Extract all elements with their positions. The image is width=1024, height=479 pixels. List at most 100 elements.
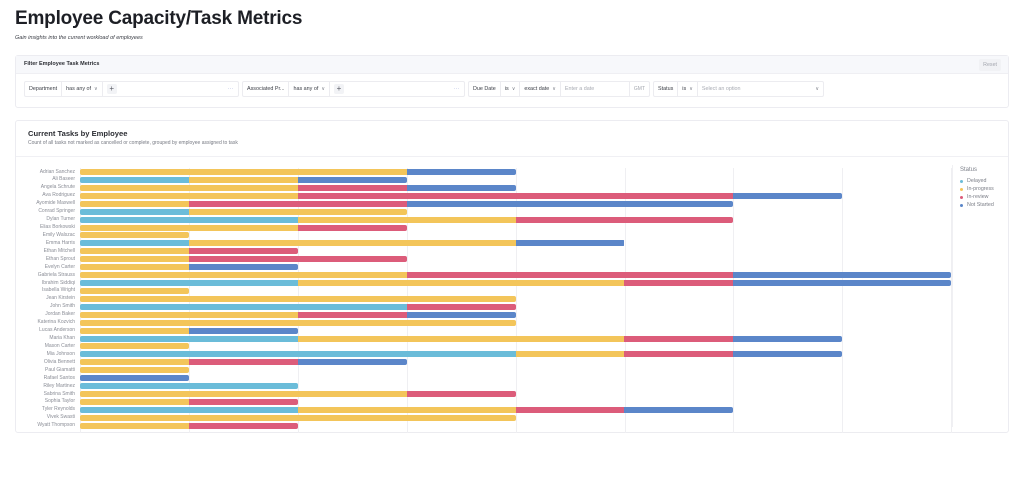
- bar-segment-in-review[interactable]: [188, 200, 407, 207]
- bar-segment-not-started[interactable]: [515, 240, 625, 247]
- bar-segment-in-progress[interactable]: [80, 414, 516, 421]
- bar-segment-in-progress[interactable]: [80, 319, 516, 326]
- associated-project-operator-select[interactable]: has any of ∨: [289, 82, 330, 96]
- bar-segment-in-review[interactable]: [624, 280, 734, 287]
- bar-segment-delayed[interactable]: [80, 280, 298, 287]
- employee-task-bar[interactable]: [80, 359, 407, 366]
- bar-segment-in-progress[interactable]: [80, 200, 189, 207]
- add-value-plus-icon[interactable]: +: [106, 84, 117, 94]
- add-value-plus-icon[interactable]: +: [334, 84, 344, 94]
- due-date-operator-select[interactable]: is ∨: [501, 82, 521, 96]
- employee-task-bar[interactable]: [80, 272, 952, 279]
- bar-segment-in-progress[interactable]: [80, 184, 298, 191]
- employee-task-bar[interactable]: [80, 335, 843, 342]
- employee-task-bar[interactable]: [80, 224, 407, 231]
- employee-task-bar[interactable]: [80, 216, 734, 223]
- employee-task-bar[interactable]: [80, 327, 298, 334]
- bar-segment-in-progress[interactable]: [80, 272, 407, 279]
- bar-segment-in-progress[interactable]: [80, 287, 189, 294]
- bar-segment-delayed[interactable]: [80, 406, 298, 413]
- employee-task-bar[interactable]: [80, 383, 298, 390]
- bar-segment-in-progress[interactable]: [297, 406, 516, 413]
- bar-segment-in-progress[interactable]: [80, 398, 189, 405]
- bar-segment-in-progress[interactable]: [80, 359, 189, 366]
- bar-segment-not-started[interactable]: [188, 264, 298, 271]
- employee-task-bar[interactable]: [80, 375, 189, 382]
- more-options-icon[interactable]: ···: [453, 86, 460, 92]
- department-value-input[interactable]: + ···: [103, 82, 238, 96]
- bar-segment-not-started[interactable]: [733, 272, 952, 279]
- employee-task-bar[interactable]: [80, 232, 189, 239]
- employee-task-bar[interactable]: [80, 319, 516, 326]
- bar-segment-in-progress[interactable]: [80, 224, 298, 231]
- employee-task-bar[interactable]: [80, 367, 189, 374]
- bar-segment-not-started[interactable]: [406, 311, 516, 318]
- bar-segment-not-started[interactable]: [406, 200, 734, 207]
- bar-segment-in-review[interactable]: [297, 184, 407, 191]
- bar-segment-in-progress[interactable]: [80, 232, 189, 239]
- bar-segment-in-progress[interactable]: [80, 327, 189, 334]
- bar-segment-delayed[interactable]: [80, 303, 407, 310]
- employee-task-bar[interactable]: [80, 169, 516, 175]
- bar-segment-in-review[interactable]: [188, 256, 407, 263]
- bar-segment-in-review[interactable]: [188, 422, 298, 429]
- due-date-input[interactable]: Enter a date: [561, 82, 630, 96]
- due-date-mode-select[interactable]: exact date ∨: [520, 82, 561, 96]
- bar-segment-in-progress[interactable]: [80, 256, 189, 263]
- employee-task-bar[interactable]: [80, 391, 516, 398]
- bar-segment-not-started[interactable]: [297, 176, 407, 183]
- more-options-icon[interactable]: ···: [227, 86, 234, 92]
- bar-segment-in-progress[interactable]: [188, 240, 516, 247]
- employee-task-bar[interactable]: [80, 264, 298, 271]
- bar-segment-in-progress[interactable]: [297, 335, 625, 342]
- bar-segment-not-started[interactable]: [733, 335, 843, 342]
- bar-segment-in-progress[interactable]: [515, 351, 625, 358]
- employee-task-bar[interactable]: [80, 351, 843, 358]
- bar-segment-not-started[interactable]: [297, 359, 407, 366]
- employee-task-bar[interactable]: [80, 303, 516, 310]
- bar-segment-in-review[interactable]: [406, 272, 734, 279]
- employee-task-bar[interactable]: [80, 280, 952, 287]
- employee-task-bar[interactable]: [80, 406, 734, 413]
- employee-task-bar[interactable]: [80, 311, 516, 318]
- bar-segment-in-progress[interactable]: [80, 367, 189, 374]
- legend-item-not-started[interactable]: Not Started: [960, 201, 1009, 209]
- bar-segment-in-review[interactable]: [406, 391, 516, 398]
- associated-project-value-input[interactable]: + ···: [330, 82, 464, 96]
- bar-segment-not-started[interactable]: [406, 184, 516, 191]
- employee-task-bar[interactable]: [80, 184, 516, 191]
- bar-segment-delayed[interactable]: [80, 216, 298, 223]
- bar-segment-in-progress[interactable]: [80, 248, 189, 255]
- legend-item-in-review[interactable]: In-review: [960, 193, 1009, 201]
- employee-task-bar[interactable]: [80, 414, 516, 421]
- bar-segment-in-review[interactable]: [297, 311, 407, 318]
- bar-segment-not-started[interactable]: [733, 280, 952, 287]
- bar-segment-in-progress[interactable]: [80, 343, 189, 350]
- bar-segment-in-review[interactable]: [188, 359, 298, 366]
- employee-task-bar[interactable]: [80, 287, 189, 294]
- bar-segment-in-review[interactable]: [297, 192, 734, 199]
- bar-segment-in-progress[interactable]: [297, 280, 625, 287]
- legend-item-delayed[interactable]: Delayed: [960, 177, 1009, 185]
- bar-segment-not-started[interactable]: [733, 351, 843, 358]
- bar-segment-in-review[interactable]: [624, 351, 734, 358]
- employee-task-bar[interactable]: [80, 256, 407, 263]
- bar-segment-in-review[interactable]: [297, 224, 407, 231]
- bar-segment-in-progress[interactable]: [80, 264, 189, 271]
- bar-segment-delayed[interactable]: [80, 383, 298, 390]
- bar-segment-delayed[interactable]: [80, 351, 516, 358]
- bar-segment-in-progress[interactable]: [80, 192, 298, 199]
- bar-segment-in-review[interactable]: [188, 248, 298, 255]
- bar-segment-not-started[interactable]: [733, 192, 843, 199]
- employee-task-bar[interactable]: [80, 248, 298, 255]
- bar-segment-not-started[interactable]: [406, 169, 516, 175]
- bar-segment-in-progress[interactable]: [80, 169, 407, 175]
- reset-button[interactable]: Reset: [979, 59, 1001, 71]
- legend-item-in-progress[interactable]: In-progress: [960, 185, 1009, 193]
- bar-segment-in-progress[interactable]: [80, 295, 516, 302]
- bar-segment-in-review[interactable]: [515, 406, 625, 413]
- bar-segment-in-review[interactable]: [515, 216, 734, 223]
- employee-task-bar[interactable]: [80, 398, 298, 405]
- employee-task-bar[interactable]: [80, 208, 407, 215]
- employee-task-bar[interactable]: [80, 240, 625, 247]
